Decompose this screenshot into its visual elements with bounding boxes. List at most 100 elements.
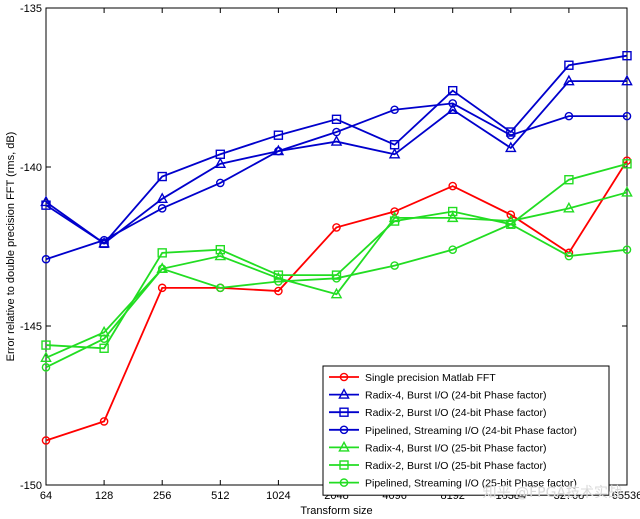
data-point: [332, 127, 341, 137]
legend-entry: Radix-4, Burst I/O (24-bit Phase factor): [329, 388, 546, 402]
data-point: [274, 277, 283, 286]
legend-box: [322, 365, 610, 496]
data-point: [157, 264, 167, 274]
data-point: [332, 223, 341, 232]
data-point: [446, 103, 459, 114]
data-point: [339, 372, 349, 382]
data-point: [330, 135, 343, 146]
data-point: [506, 219, 516, 229]
data-point: [339, 407, 349, 417]
legend-entry: Single precision Matlab FFT: [329, 372, 496, 384]
y-axis: -150 -145 -140 -135: [20, 3, 627, 492]
data-point: [622, 51, 632, 61]
data-point: [622, 111, 632, 121]
data-point: [331, 114, 342, 125]
series-layer: [40, 51, 633, 445]
x-axis-label: Transform size: [300, 505, 372, 517]
data-point: [621, 74, 633, 86]
x-tick-label: 256: [153, 490, 171, 502]
data-point: [564, 60, 574, 70]
data-point: [274, 146, 283, 156]
data-point: [448, 245, 458, 254]
series-7: [41, 219, 632, 372]
watermark: 知乎 @FPGA技术实战: [483, 484, 622, 501]
x-tick-label: 64: [40, 490, 52, 502]
data-point: [215, 244, 226, 255]
x-tick-label: 512: [211, 490, 229, 502]
data-point: [99, 334, 109, 344]
data-point: [157, 283, 167, 293]
series-line: [45, 160, 628, 442]
data-point: [389, 140, 400, 150]
data-point: [214, 249, 227, 261]
data-point: [622, 159, 632, 169]
legend-label: Radix-2, Burst I/O (25-bit Phase factor): [365, 460, 546, 472]
data-point: [215, 149, 226, 159]
data-point: [448, 99, 458, 108]
data-point: [388, 147, 401, 159]
y-axis-label: Error relative to double precision FFT (…: [5, 132, 17, 362]
legend-entry: Radix-2, Burst I/O (25-bit Phase factor): [329, 460, 546, 472]
data-point: [98, 325, 110, 337]
legend: Single precision Matlab FFT Radix-4, Burs…: [322, 365, 610, 496]
data-point: [446, 211, 459, 223]
series-line: [45, 80, 627, 245]
data-point: [41, 254, 51, 264]
data-point: [390, 105, 399, 115]
data-point: [339, 425, 349, 435]
series-5: [40, 185, 633, 362]
data-point: [40, 351, 52, 362]
series-line: [45, 191, 628, 359]
data-point: [274, 286, 283, 296]
data-point: [330, 287, 343, 299]
x-tick-label: 1024: [266, 490, 290, 502]
data-point: [339, 478, 349, 487]
data-point: [564, 111, 574, 121]
legend-entry: Radix-4, Burst I/O (25-bit Phase factor): [329, 440, 546, 454]
data-point: [390, 261, 399, 270]
data-point: [215, 178, 225, 188]
series-3: [41, 51, 632, 249]
data-point: [157, 204, 167, 213]
data-point: [273, 130, 284, 140]
data-point: [448, 85, 458, 96]
legend-label: Pipelined, Streaming I/O (24-bit Phase f…: [365, 425, 577, 437]
data-point: [156, 192, 168, 204]
series-line: [45, 223, 628, 369]
series-1: [41, 156, 632, 445]
legend-entry: Pipelined, Streaming I/O (25-bit Phase f…: [329, 478, 577, 490]
data-point: [338, 440, 350, 452]
data-point: [99, 417, 109, 426]
data-point: [215, 283, 225, 293]
data-point: [332, 273, 341, 283]
data-point: [621, 185, 633, 197]
data-point: [448, 181, 458, 191]
data-point: [448, 206, 458, 217]
x-tick-label: 128: [95, 490, 113, 502]
series-4: [41, 99, 632, 264]
data-point: [273, 270, 284, 280]
data-point: [506, 210, 516, 219]
data-point: [563, 74, 575, 86]
data-point: [339, 460, 349, 470]
legend-entry: Radix-2, Burst I/O (24-bit Phase factor): [329, 407, 546, 419]
legend-label: Radix-2, Burst I/O (24-bit Phase factor): [365, 407, 546, 419]
legend-label: Single precision Matlab FFT: [365, 372, 496, 384]
data-point: [338, 388, 350, 399]
data-point: [505, 141, 517, 153]
legend-entry: Pipelined, Streaming I/O (24-bit Phase f…: [329, 425, 577, 437]
data-point: [99, 235, 109, 245]
series-line: [45, 54, 628, 245]
data-point: [41, 363, 51, 372]
data-point: [563, 201, 575, 213]
y-tick-label: -140: [20, 162, 42, 174]
data-point: [214, 157, 227, 169]
y-tick-label: -145: [20, 321, 42, 333]
x-tick-label: 65536: [612, 490, 640, 502]
legend-label: Pipelined, Streaming I/O (25-bit Phase f…: [365, 478, 577, 490]
data-point: [622, 245, 632, 254]
data-point: [41, 200, 51, 210]
data-point: [564, 175, 574, 185]
legend-label: Radix-4, Burst I/O (24-bit Phase factor): [365, 390, 546, 402]
